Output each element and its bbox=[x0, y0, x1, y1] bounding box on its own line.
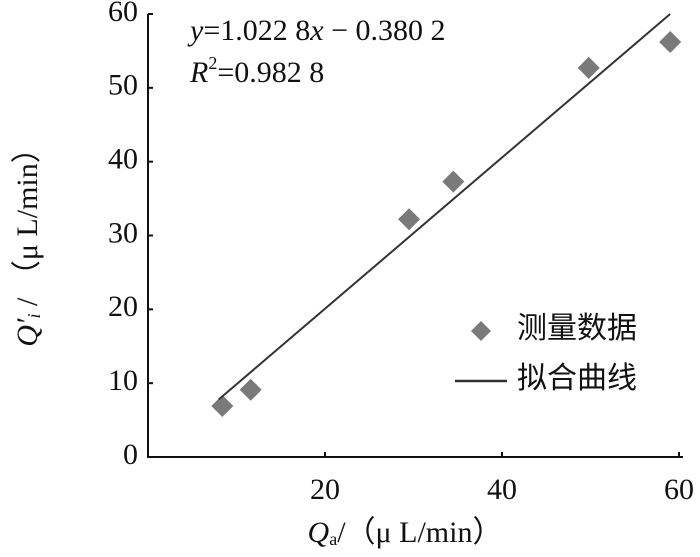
r2-part: 2 bbox=[208, 53, 217, 73]
yl-part: Q′ bbox=[11, 318, 44, 347]
legend-label: 拟合曲线 bbox=[517, 362, 637, 395]
r-squared: R2=0.982 8 bbox=[189, 53, 324, 89]
legend-marker bbox=[471, 321, 491, 341]
xl-part: a bbox=[329, 529, 337, 549]
x-axis-label: Qa/（μ L/min） bbox=[308, 516, 503, 549]
eq-part: =1.022 8 bbox=[203, 14, 310, 47]
data-point bbox=[659, 31, 682, 54]
r2-part: R bbox=[189, 56, 208, 89]
y-tick-label: 0 bbox=[123, 438, 138, 471]
eq-part: y bbox=[187, 14, 204, 47]
xl-part: Q bbox=[308, 516, 330, 549]
data-point bbox=[239, 378, 262, 401]
x-tick-label: 20 bbox=[310, 473, 340, 506]
y-axis-label: Q′i / （μ L/min） bbox=[11, 133, 44, 347]
yl-part: / （μ L/min） bbox=[11, 133, 44, 313]
fit-line bbox=[218, 13, 671, 401]
data-point bbox=[442, 170, 465, 193]
y-tick-label: 10 bbox=[108, 364, 138, 397]
x-tick-label: 40 bbox=[487, 473, 517, 506]
eq-part: − 0.380 2 bbox=[324, 14, 446, 47]
data-point bbox=[577, 56, 600, 79]
equation: y=1.022 8x − 0.380 2 bbox=[187, 14, 446, 47]
y-tick-label: 20 bbox=[108, 290, 138, 323]
x-tick-label: 60 bbox=[664, 473, 694, 506]
xl-part: /（μ L/min） bbox=[337, 516, 502, 549]
eq-part: x bbox=[309, 14, 324, 47]
data-point bbox=[211, 395, 234, 418]
y-tick-label: 60 bbox=[108, 0, 138, 28]
y-tick-label: 30 bbox=[108, 216, 138, 249]
legend-label: 测量数据 bbox=[517, 312, 637, 345]
y-tick-label: 50 bbox=[108, 69, 138, 102]
y-tick-label: 40 bbox=[108, 143, 138, 176]
data-point bbox=[398, 208, 421, 231]
yl-part: i bbox=[24, 314, 44, 319]
r2-part: =0.982 8 bbox=[217, 56, 324, 89]
